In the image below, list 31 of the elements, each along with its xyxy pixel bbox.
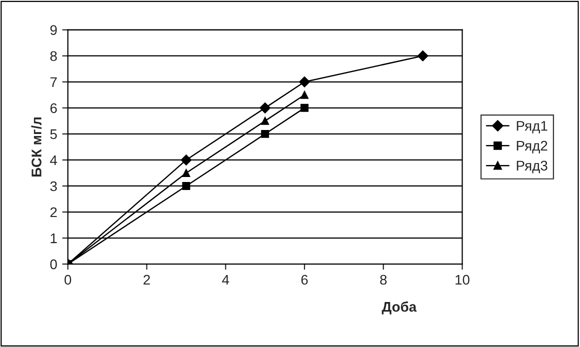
point	[261, 116, 270, 125]
y-tick-label: 4	[50, 155, 58, 165]
y-tick-label: 2	[50, 207, 57, 218]
point	[261, 130, 270, 138]
x-axis-title: Доба	[382, 301, 417, 314]
y-axis-title: БСК мг/л	[31, 117, 42, 176]
point	[299, 76, 310, 88]
point	[182, 168, 190, 177]
y-tick-label: 5	[50, 129, 57, 140]
point	[260, 102, 270, 114]
x-tick-label: 10	[456, 274, 470, 285]
point	[182, 182, 190, 190]
y-tick-label: 8	[50, 51, 57, 62]
x-tick-label: 8	[380, 274, 387, 285]
y-tick-label: 3	[50, 181, 57, 192]
point	[417, 50, 428, 62]
legend-label: Ряд1	[516, 121, 548, 134]
y-tick-label: 1	[50, 234, 57, 244]
y-tick-label: 0	[50, 259, 57, 270]
legend-label: Ряд2	[516, 140, 548, 154]
x-tick-label: 6	[301, 274, 308, 285]
x-tick-label: 2	[144, 274, 150, 285]
x-tick-label: 0	[64, 274, 72, 285]
y-tick-label: 6	[50, 103, 57, 114]
y-tick-label: 9	[50, 25, 57, 36]
point	[300, 104, 308, 112]
y-tick-label: 7	[50, 77, 57, 87]
point	[180, 154, 192, 166]
legend-label: Ряд3	[516, 160, 548, 174]
x-tick-label: 4	[222, 274, 230, 285]
point	[300, 90, 308, 99]
